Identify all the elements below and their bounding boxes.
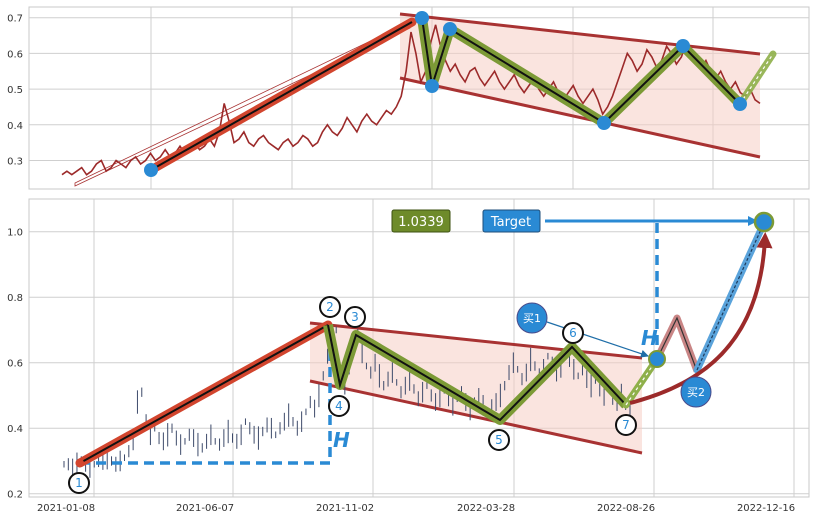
top-ytick-label: 0.7	[7, 14, 23, 25]
buy1-text: 买1	[523, 312, 541, 325]
wave-label-text: 4	[335, 399, 343, 413]
target-box: Target	[482, 209, 541, 233]
top-dot	[597, 116, 611, 130]
bottom-channel-lower	[309, 379, 643, 455]
target-value-box: 1.0339	[391, 209, 451, 233]
top-ytick-label: 0.4	[7, 121, 23, 132]
top-dot	[676, 39, 690, 53]
bottom-xtick-label: 2021-11-02	[316, 503, 374, 514]
wave-label-4: 4	[328, 395, 350, 417]
top-dot	[443, 22, 457, 36]
target-text: Target	[490, 215, 531, 230]
wave-label-text: 5	[495, 433, 503, 447]
buy1-marker: 买1	[516, 302, 548, 334]
bottom-projection-band	[622, 355, 661, 409]
bottom-ytick-label: 1.0	[7, 228, 23, 239]
bottom-xtick-label: 2021-01-08	[37, 503, 95, 514]
top-ytick-label: 0.6	[7, 49, 23, 60]
target-value-text: 1.0339	[398, 215, 444, 230]
bottom-xtick-label: 2021-06-07	[176, 503, 234, 514]
wave-label-text: 7	[622, 418, 630, 432]
bottom-ytick-label: 0.6	[7, 359, 23, 370]
h-label-left: H	[333, 428, 350, 452]
bottom-xtick-label: 2022-08-26	[597, 503, 655, 514]
top-dot	[415, 11, 429, 25]
bottom-ytick-label: 0.8	[7, 293, 23, 304]
bottom-ytick-label: 0.2	[7, 490, 23, 501]
wave-label-5: 5	[488, 429, 510, 451]
target-ray-dash	[696, 222, 765, 371]
top-dot	[733, 97, 747, 111]
wave-label-text: 6	[569, 326, 577, 340]
h-dashed-left	[80, 328, 332, 465]
wave-label-3: 3	[344, 306, 366, 328]
buy1-dot	[648, 350, 666, 368]
top-channel-upper	[399, 12, 761, 56]
top-ytick-label: 0.3	[7, 156, 23, 167]
wave-label-1: 1	[68, 472, 90, 494]
top-uptrend-core	[150, 21, 413, 171]
h-label-right: H	[641, 326, 658, 350]
target-dot	[753, 211, 775, 233]
bottom-start-dot	[76, 459, 84, 467]
wave-label-6: 6	[562, 322, 584, 344]
wave-label-7: 7	[615, 414, 637, 436]
bottom-x-axis: 2021-01-08 2021-06-07 2021-11-02 2022-03-28…	[37, 503, 795, 514]
wave-label-text: 1	[75, 476, 83, 490]
bottom-y-axis: 0.2 0.4 0.6 0.8 1.0	[7, 228, 23, 501]
top-wave-core	[421, 17, 741, 125]
buy2-text: 买2	[687, 386, 705, 399]
zigzag-core	[656, 316, 698, 372]
bottom-uptrend-core	[79, 324, 329, 464]
bottom-panel: 0.20.40.60.81.0 2021-01-08 2021-06-07 2021…	[7, 198, 810, 514]
wave-labels: 1 2 3 4 5 6 7	[68, 296, 637, 494]
top-ytick-label: 0.5	[7, 85, 23, 96]
bottom-channel-upper	[309, 321, 643, 360]
wave-label-text: 3	[351, 310, 359, 324]
red-curve-arrow	[629, 232, 773, 405]
bottom-wave-core	[327, 324, 627, 422]
top-projection-dash	[739, 53, 774, 105]
buy2-marker: 买2	[680, 376, 712, 408]
top-panel: 0.3 0.4 0.5 0.6 0.7	[7, 6, 810, 190]
bottom-xtick-label: 2022-12-16	[737, 503, 795, 514]
top-dot	[144, 163, 158, 177]
bottom-xtick-label: 2022-03-28	[457, 503, 515, 514]
top-price-line	[61, 24, 761, 176]
bottom-ytick-label: 0.4	[7, 424, 23, 435]
wave-label-2: 2	[319, 296, 341, 318]
top-y-axis: 0.3 0.4 0.5 0.6 0.7	[7, 14, 23, 168]
top-channel-lower	[399, 76, 761, 159]
top-dot	[425, 79, 439, 93]
wave-label-text: 2	[326, 300, 334, 314]
